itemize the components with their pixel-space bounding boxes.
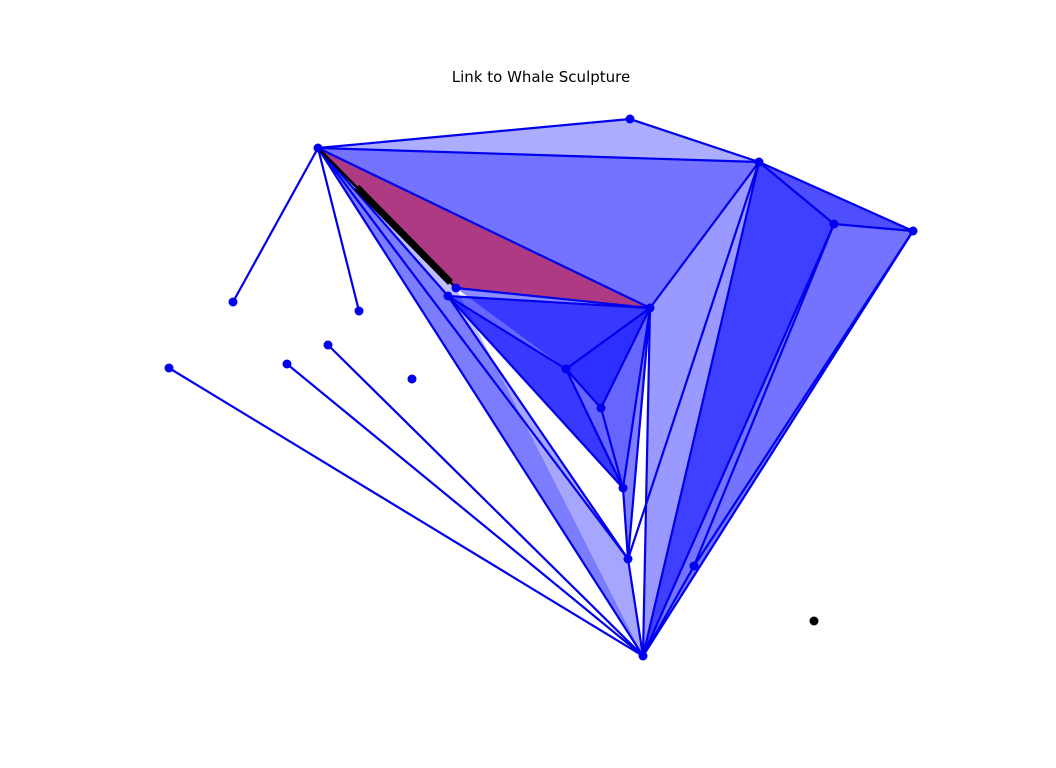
mesh-node	[596, 403, 606, 413]
mesh-edge	[621, 307, 652, 489]
mesh-node	[313, 143, 323, 153]
mesh-edge	[317, 147, 651, 309]
mesh-node	[282, 359, 292, 369]
mesh-node	[625, 114, 635, 124]
mesh-edge	[317, 147, 644, 657]
mesh-edge	[833, 222, 914, 233]
mesh-node	[228, 297, 238, 307]
mesh-edge	[621, 487, 630, 560]
triangle-face	[318, 148, 759, 308]
mesh-edge	[692, 223, 836, 567]
mesh-node	[908, 226, 918, 236]
link-segments	[317, 147, 457, 289]
mesh-edge	[626, 558, 645, 657]
mesh-edge	[317, 147, 449, 297]
triangle-face	[643, 162, 913, 656]
mesh-edge	[626, 161, 761, 560]
mesh-node	[645, 303, 655, 313]
mesh-node	[407, 374, 417, 384]
mesh-edge	[649, 161, 760, 309]
mesh-edge	[447, 295, 624, 489]
mesh-node	[618, 483, 628, 493]
mesh-node	[754, 157, 764, 167]
diagram-title: Link to Whale Sculpture	[451, 68, 631, 86]
mesh-node	[323, 340, 333, 350]
mesh-edge	[599, 407, 625, 489]
mesh-edge	[447, 294, 651, 310]
mesh-edge	[600, 307, 651, 409]
mesh-node	[443, 291, 453, 301]
mesh-edge	[317, 147, 629, 560]
mesh-edge	[642, 565, 695, 657]
triangle-face	[643, 162, 834, 656]
triangle-face	[623, 308, 650, 559]
mesh-edge	[641, 223, 836, 657]
mesh-node	[623, 554, 633, 564]
mesh-edge	[758, 160, 914, 233]
mesh-edge	[327, 344, 644, 657]
mesh-node	[561, 364, 571, 374]
mesh-edge	[317, 117, 631, 150]
mesh-node	[829, 219, 839, 229]
mesh-edge	[641, 307, 652, 657]
mesh-edge	[693, 230, 914, 567]
mesh-edge	[232, 147, 319, 303]
isolated-node	[809, 616, 819, 626]
mesh-node	[164, 363, 174, 373]
mesh-edge	[447, 295, 629, 560]
mesh-node	[638, 651, 648, 661]
mesh-edge	[565, 307, 651, 370]
mesh-edge	[626, 307, 652, 560]
mesh-node	[354, 306, 364, 316]
mesh-node	[451, 283, 461, 293]
mesh-edge	[447, 295, 567, 370]
link-thick-segment	[354, 184, 453, 285]
mesh-edge	[317, 146, 760, 164]
mesh-edge	[168, 367, 644, 657]
mesh-node	[689, 561, 699, 571]
mesh-edge	[629, 117, 760, 164]
mesh-edge	[286, 363, 644, 657]
mesh-edge	[565, 368, 624, 489]
mesh-edge	[565, 368, 602, 409]
mesh-edge	[455, 286, 651, 310]
mesh-edge	[758, 161, 835, 225]
mesh-edges	[168, 117, 914, 657]
triangle-face	[566, 308, 650, 408]
triangle-face	[456, 288, 650, 369]
mesh-edge	[641, 161, 761, 657]
mesh-nodes	[164, 114, 918, 661]
mesh-edge	[316, 147, 361, 312]
